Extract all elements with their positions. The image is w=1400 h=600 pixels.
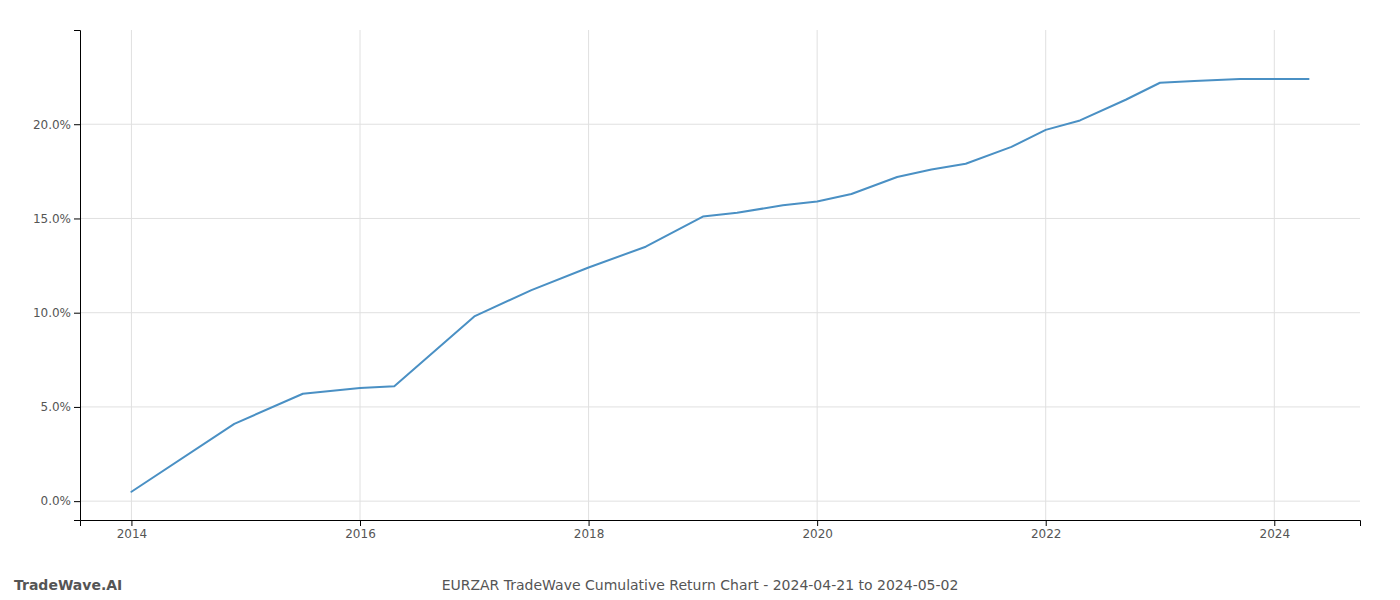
y-tick-mark	[74, 124, 80, 125]
x-tick: 2024	[1260, 520, 1291, 541]
x-tick-mark	[1274, 520, 1275, 526]
grid-line-y	[80, 501, 1360, 502]
y-tick-label: 20.0%	[33, 118, 71, 132]
x-tick: 2014	[117, 520, 148, 541]
y-tick: 15.0%	[33, 212, 80, 226]
y-tick: 0.0%	[41, 494, 81, 508]
x-tick-label: 2016	[345, 527, 376, 541]
title: EURZAR TradeWave Cumulative Return Chart…	[442, 577, 959, 593]
grid-line-x	[588, 30, 589, 520]
x-tick-mark	[131, 520, 132, 526]
x-tick-mark	[817, 520, 818, 526]
x-tick: 2016	[345, 520, 376, 541]
x-tick-mark	[589, 520, 590, 526]
y-axis-line	[74, 31, 81, 521]
y-tick: 10.0%	[33, 306, 80, 320]
y-tick-mark	[74, 313, 80, 314]
plot-area	[131, 79, 1308, 492]
y-tick-label: 10.0%	[33, 306, 71, 320]
x-axis-line	[81, 521, 1361, 527]
y-tick-label: 0.0%	[41, 494, 72, 508]
grid-line-y	[80, 312, 1360, 313]
y-tick: 20.0%	[33, 118, 80, 132]
x-tick-label: 2022	[1031, 527, 1062, 541]
y-axis: 0.0% 5.0% 10.0% 15.0% 20.0%	[33, 31, 81, 521]
x-tick-label: 2024	[1260, 527, 1291, 541]
grid-line-y	[80, 218, 1360, 219]
grid-line-x	[360, 30, 361, 520]
grid-line-x	[1274, 30, 1275, 520]
watermark: TradeWave.AI	[14, 577, 122, 593]
y-tick: 5.0%	[41, 400, 81, 414]
x-tick-label: 2014	[117, 527, 148, 541]
x-tick: 2020	[802, 520, 833, 541]
x-tick-mark	[1046, 520, 1047, 526]
chart-svg: 2014 2016 2018 2020 2022 2024 0.0% 5.0% 10.0% 15.…	[0, 0, 1400, 600]
x-tick: 2022	[1031, 520, 1062, 541]
x-tick-mark	[360, 520, 361, 526]
x-tick-label: 2018	[574, 527, 605, 541]
x-axis: 2014 2016 2018 2020 2022 2024	[81, 520, 1361, 541]
grid-line-x	[131, 30, 132, 520]
grid-line-x	[817, 30, 818, 520]
grid-line-y	[80, 124, 1360, 125]
y-tick-mark	[74, 218, 80, 219]
x-tick: 2018	[574, 520, 605, 541]
y-tick-label: 5.0%	[41, 400, 72, 414]
line	[131, 79, 1308, 492]
grid-line-x	[1045, 30, 1046, 520]
y-tick-mark	[74, 407, 80, 408]
y-tick-label: 15.0%	[33, 212, 71, 226]
y-tick-mark	[74, 501, 80, 502]
chart-container: 2014 2016 2018 2020 2022 2024 0.0% 5.0% 10.0% 15.…	[0, 0, 1400, 600]
x-tick-label: 2020	[802, 527, 833, 541]
grid	[80, 30, 1360, 520]
